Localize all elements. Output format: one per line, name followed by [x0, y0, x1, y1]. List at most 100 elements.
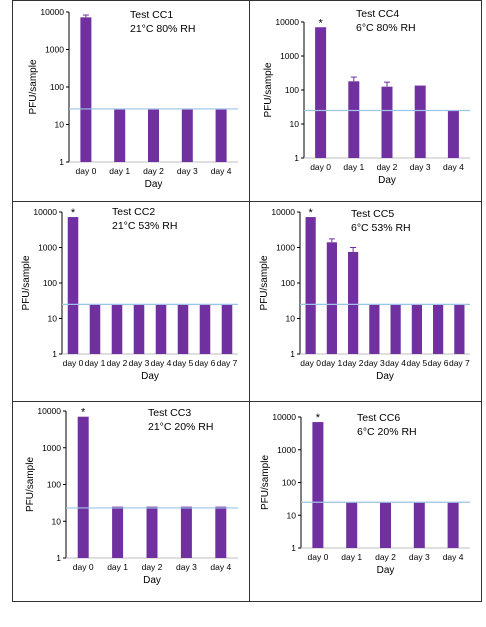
x-tick-label: day 6 [428, 358, 449, 368]
y-tick-label: 1 [52, 349, 57, 359]
bar [80, 17, 92, 162]
x-tick-label: day 2 [375, 552, 396, 562]
x-tick-label: day 0 [310, 162, 331, 172]
y-tick-label: 10000 [272, 412, 296, 422]
chart-subtitle: 6°C 80% RH [356, 22, 416, 34]
x-tick-label: day 1 [341, 552, 362, 562]
bar [221, 304, 233, 354]
bar [133, 304, 145, 354]
bar [215, 506, 227, 558]
bar [326, 242, 337, 354]
y-tick-label: 100 [282, 478, 296, 488]
chart-title: Test CC4 [356, 8, 399, 20]
x-tick-label: day 1 [343, 162, 364, 172]
significance-asterisk: * [71, 207, 76, 219]
y-tick-label: 1 [290, 349, 295, 359]
y-axis-label: PFU/sample [260, 455, 271, 510]
bar [215, 109, 227, 162]
x-tick-label: day 5 [173, 358, 194, 368]
y-tick-label: 100 [281, 278, 295, 288]
y-tick-label: 1 [291, 543, 296, 553]
x-tick-label: day 4 [151, 358, 172, 368]
y-tick-label: 10 [290, 119, 300, 129]
x-axis-label: Day [145, 179, 163, 190]
y-tick-label: 100 [285, 85, 299, 95]
figure-grid [12, 0, 482, 602]
y-tick-label: 1000 [42, 443, 61, 453]
bar [180, 506, 192, 558]
bar [414, 85, 426, 158]
bar [312, 422, 324, 548]
y-tick-label: 1000 [280, 51, 299, 61]
chart-title: Test CC1 [130, 9, 173, 21]
bar [346, 502, 358, 548]
y-tick-label: 10000 [271, 207, 295, 217]
x-tick-label: day 3 [410, 162, 431, 172]
bar [67, 217, 79, 354]
x-tick-label: day 3 [364, 358, 385, 368]
bar [111, 304, 123, 354]
x-tick-label: day 4 [443, 552, 464, 562]
x-axis-label: Day [377, 565, 395, 576]
bar [77, 416, 89, 558]
x-tick-label: day 4 [443, 162, 464, 172]
chart-title: Test CC6 [357, 412, 400, 424]
significance-asterisk: * [81, 407, 86, 419]
bar [381, 86, 393, 158]
x-tick-label: day 4 [211, 166, 232, 176]
y-tick-label: 1 [294, 153, 299, 163]
significance-asterisk: * [316, 412, 321, 424]
y-tick-label: 1 [59, 157, 64, 167]
chart-cc1: 1 10 100 1000 10000 day 0 day 1 day 2 day 3 day 4… [28, 7, 238, 190]
bar [155, 304, 167, 354]
chart-subtitle: 6°C 20% RH [357, 426, 417, 438]
bar [348, 81, 360, 158]
x-tick-label: day 4 [210, 562, 231, 572]
x-tick-label: day 3 [129, 358, 150, 368]
x-axis-label: Day [141, 371, 159, 382]
y-tick-label: 1000 [276, 243, 295, 253]
bar [411, 304, 422, 354]
y-tick-label: 10000 [40, 7, 64, 17]
y-tick-label: 10 [48, 314, 58, 324]
x-tick-label: day 2 [377, 162, 398, 172]
y-axis-label: PFU/sample [263, 62, 274, 117]
bar [348, 251, 359, 354]
chart-cc3: 1 10 100 1000 10000 * day 0 day 1 day 2 day 3 day … [25, 406, 238, 586]
bar [199, 304, 211, 354]
y-axis-label: PFU/sample [259, 255, 270, 310]
bar [447, 502, 459, 548]
y-tick-label: 1000 [277, 445, 296, 455]
y-tick-label: 10000 [37, 406, 61, 416]
significance-asterisk: * [308, 207, 313, 219]
chart-title: Test CC5 [351, 208, 394, 220]
x-tick-label: day 0 [63, 358, 84, 368]
grid-divider-row-1 [13, 201, 481, 202]
y-tick-label: 1000 [38, 243, 57, 253]
chart-cc4: 1 10 100 1000 10000 * day 0 day 1 day 2 day 3 day … [263, 8, 470, 186]
x-tick-label: day 2 [107, 358, 128, 368]
y-axis-label: PFU/sample [25, 457, 36, 512]
y-tick-label: 10 [55, 120, 65, 130]
x-axis-label: Day [376, 371, 394, 382]
x-tick-label: day 2 [142, 562, 163, 572]
y-tick-label: 10000 [33, 207, 57, 217]
bar [454, 304, 465, 354]
significance-asterisk: * [318, 17, 323, 29]
chart-subtitle: 21°C 80% RH [130, 23, 195, 35]
grid-divider-vertical [249, 1, 250, 601]
bar [148, 109, 159, 162]
y-tick-label: 100 [50, 82, 64, 92]
bar [114, 109, 126, 162]
bar [369, 304, 380, 354]
y-tick-label: 10 [286, 314, 296, 324]
chart-cc6: 1 10 100 1000 10000 * day 0 day 1 day 2 day 3 day … [260, 412, 470, 576]
grid-divider-row-2 [13, 401, 481, 402]
x-axis-label: Day [378, 175, 396, 186]
y-tick-label: 10000 [275, 17, 299, 27]
bar [181, 109, 193, 162]
chart-title: Test CC2 [112, 206, 155, 218]
x-tick-label: day 1 [109, 166, 130, 176]
